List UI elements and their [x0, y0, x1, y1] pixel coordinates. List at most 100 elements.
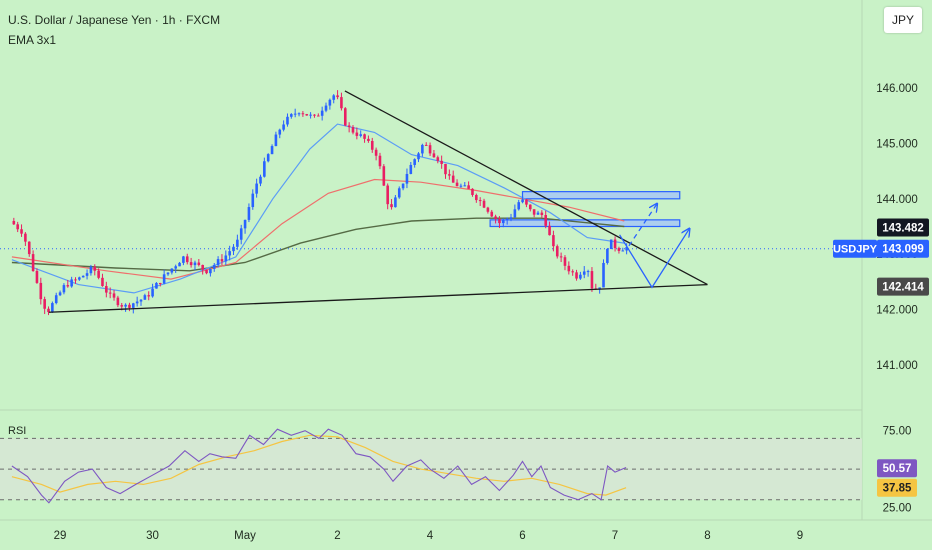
candle: [212, 265, 216, 269]
candle: [440, 160, 443, 164]
rsi-badge-label: 37.85: [883, 483, 912, 495]
candle: [263, 161, 266, 177]
candle: [582, 271, 586, 275]
time-tick-label: 9: [797, 530, 803, 542]
candle: [340, 97, 343, 109]
candle: [548, 225, 551, 236]
candle: [47, 308, 50, 313]
candle: [409, 164, 413, 174]
candle: [170, 268, 174, 273]
candle: [216, 259, 220, 266]
candle: [108, 292, 112, 294]
candle: [467, 185, 470, 189]
candle: [421, 144, 424, 154]
candle: [517, 202, 521, 210]
candle: [455, 182, 459, 187]
candle: [363, 134, 366, 139]
candle: [224, 255, 228, 262]
price-tick-label: 142.000: [876, 305, 918, 317]
currency-button[interactable]: JPY: [884, 7, 922, 33]
candle: [193, 262, 197, 266]
price-badge: [877, 277, 929, 296]
candle: [575, 272, 578, 279]
candle: [444, 163, 447, 175]
rsi-badge-label: 50.57: [883, 463, 912, 475]
time-axis[interactable]: 29 30 May 2 4 6 7 8 9: [54, 530, 804, 542]
candle: [313, 114, 316, 116]
candle: [390, 204, 393, 208]
time-tick-label: 6: [519, 530, 525, 542]
candle: [598, 287, 601, 290]
candle: [85, 273, 89, 276]
candle: [31, 254, 35, 271]
candle: [290, 114, 293, 117]
rsi-badge: [877, 459, 917, 478]
candle: [359, 134, 363, 136]
candle: [78, 277, 81, 280]
candle: [301, 113, 305, 115]
price-tick-label: 141.000: [876, 360, 918, 372]
candle: [243, 219, 247, 229]
candle: [135, 301, 139, 304]
candle: [559, 256, 563, 258]
candle: [66, 285, 70, 287]
candle: [428, 145, 432, 154]
candle: [621, 250, 625, 252]
candle: [397, 188, 401, 198]
candle: [297, 113, 301, 115]
candle: [463, 185, 467, 187]
candle: [394, 197, 397, 208]
price-axis[interactable]: 146.000145.000144.000143.000142.000141.0…: [833, 83, 929, 514]
candle: [355, 132, 359, 136]
candle: [251, 193, 255, 208]
candle: [93, 266, 97, 271]
candle: [309, 114, 312, 116]
time-tick-label: 29: [54, 530, 67, 542]
grid: [0, 0, 932, 521]
candle: [343, 108, 347, 126]
candle: [101, 277, 104, 287]
candle: [413, 159, 416, 165]
candle: [97, 270, 100, 278]
candle: [586, 271, 590, 273]
symbol-badge: [833, 239, 877, 258]
drawings: [48, 90, 708, 313]
time-tick-label: 7: [612, 530, 618, 542]
candle: [401, 183, 405, 189]
candle: [498, 218, 501, 224]
rsi-pane: RSI: [0, 409, 862, 504]
candle: [475, 194, 478, 201]
candle: [166, 272, 170, 275]
candle: [270, 146, 274, 155]
candle: [197, 262, 201, 265]
indicator-label[interactable]: EMA 3x1: [8, 33, 57, 47]
upper-zone: [521, 191, 681, 200]
candle: [317, 115, 320, 117]
candle: [532, 209, 536, 215]
candle: [20, 229, 23, 234]
candle: [374, 149, 378, 156]
candle: [521, 199, 524, 203]
candle: [282, 124, 285, 130]
candle: [336, 95, 339, 98]
candle: [54, 295, 58, 304]
candle: [509, 217, 513, 219]
price-tick-label: 144.000: [876, 194, 918, 206]
candle: [147, 295, 151, 297]
candle: [209, 268, 212, 274]
ema-lines: [11, 123, 625, 294]
candle: [320, 110, 324, 116]
candle: [544, 215, 548, 226]
candle: [189, 262, 193, 266]
rsi-tick-label: 25.00: [883, 502, 912, 514]
candle: [274, 134, 278, 147]
candle: [124, 304, 127, 307]
candle: [116, 297, 120, 306]
candle: [494, 216, 497, 219]
symbol-badge-label: USDJPY: [833, 244, 878, 256]
ema-mid-line: [11, 178, 625, 280]
candle: [39, 282, 43, 300]
candle: [617, 248, 621, 251]
candle: [155, 282, 158, 289]
